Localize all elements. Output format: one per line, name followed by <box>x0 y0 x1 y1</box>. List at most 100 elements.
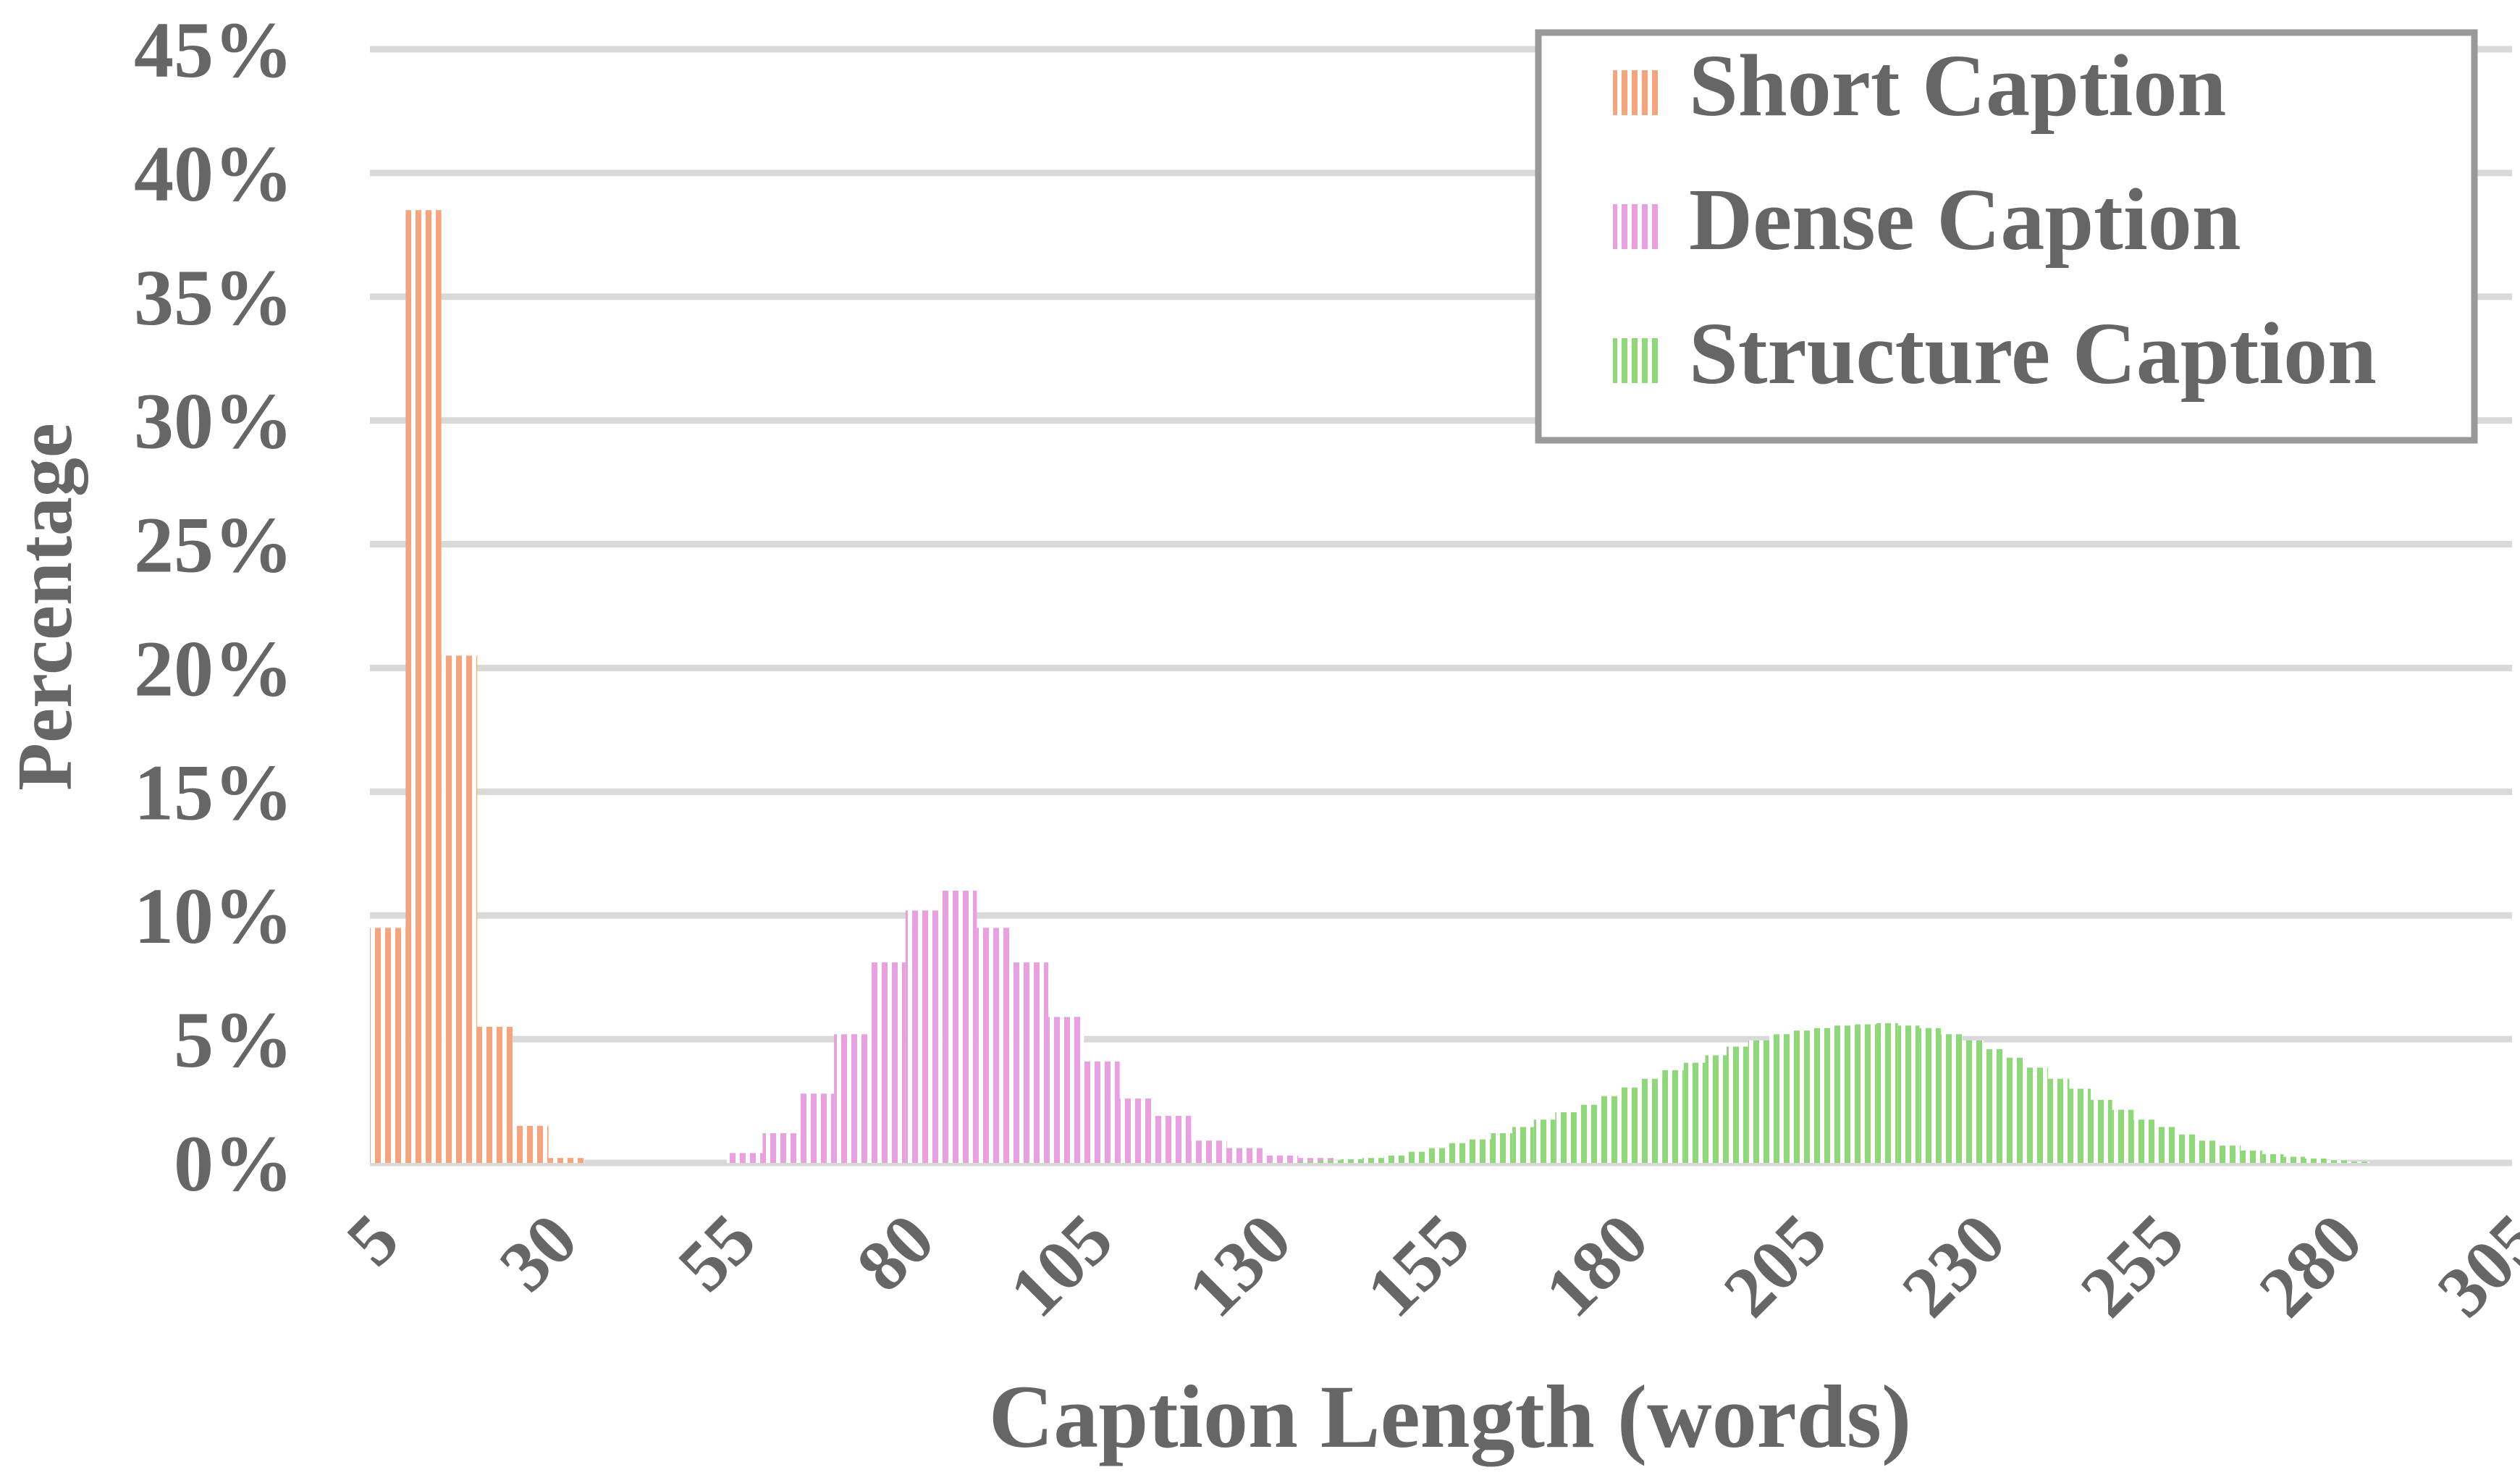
legend-label: Structure Caption <box>1689 305 2377 403</box>
x-tick-label: 255 <box>2065 1198 2199 1332</box>
x-tick-label: 105 <box>994 1198 1128 1332</box>
bar <box>476 1027 513 1163</box>
bar <box>1598 1096 1620 1163</box>
bar <box>548 1158 584 1163</box>
y-tick-label: 35% <box>134 253 293 342</box>
bar <box>1298 1158 1334 1163</box>
bar <box>1705 1055 1727 1163</box>
bar <box>441 655 477 1163</box>
bar <box>2176 1134 2199 1163</box>
y-tick-label: 10% <box>134 872 293 960</box>
bar <box>1362 1158 1384 1163</box>
bar <box>2304 1158 2327 1163</box>
bar <box>1341 1159 1363 1163</box>
y-tick-label: 25% <box>134 501 293 589</box>
bar <box>1576 1104 1598 1163</box>
bar <box>2219 1146 2241 1163</box>
y-axis: 0% 5% 10% 15% 20% 25% 30% 35% 40% 45% <box>134 6 293 1208</box>
bar <box>905 910 942 1163</box>
bar <box>1383 1155 1406 1163</box>
bar <box>405 210 442 1164</box>
bar <box>2133 1119 2155 1163</box>
legend-box <box>1535 29 2478 444</box>
bar <box>1790 1030 1813 1163</box>
bar <box>1155 1116 1192 1163</box>
bar <box>2198 1140 2220 1163</box>
bar <box>834 1034 870 1163</box>
bar <box>1962 1040 1984 1163</box>
bar <box>1319 1160 1341 1163</box>
y-tick-label: 45% <box>134 6 293 94</box>
bar <box>1491 1133 1513 1163</box>
bar <box>2326 1160 2348 1163</box>
bar <box>2154 1127 2177 1163</box>
bar <box>2069 1088 2091 1163</box>
bar <box>798 1093 835 1163</box>
bar <box>2262 1154 2284 1163</box>
bar <box>1769 1034 1791 1163</box>
bar <box>1833 1025 1855 1163</box>
bar <box>2241 1150 2262 1163</box>
bar <box>513 1125 549 1163</box>
y-tick-label: 40% <box>134 130 293 218</box>
bars <box>370 210 2369 1164</box>
x-tick-label: 30 <box>484 1198 592 1306</box>
legend-swatch <box>1613 338 1658 383</box>
y-axis-label: Percentage <box>2 423 88 791</box>
bar <box>941 891 977 1163</box>
bar <box>2283 1156 2305 1163</box>
x-tick-label: 180 <box>1530 1198 1664 1332</box>
x-tick-label: 155 <box>1352 1198 1486 1332</box>
bar <box>1469 1139 1491 1163</box>
x-axis: 5 30 55 80 105 130 155 180 205 230 255 280 305 <box>332 1198 2520 1332</box>
bar <box>1012 962 1049 1163</box>
x-tick-label: 55 <box>663 1198 771 1306</box>
bar <box>1512 1127 1534 1163</box>
bar <box>1262 1155 1299 1163</box>
y-tick-label: 20% <box>134 624 293 713</box>
y-tick-label: 0% <box>174 1119 293 1208</box>
bar <box>370 928 406 1163</box>
bar <box>2005 1057 2027 1163</box>
x-tick-label: 280 <box>2243 1198 2377 1332</box>
bar <box>1448 1143 1470 1163</box>
legend-label: Dense Caption <box>1689 171 2241 269</box>
bar <box>1876 1022 1898 1163</box>
legend-swatch <box>1613 70 1658 115</box>
bar <box>1226 1148 1263 1163</box>
bar <box>2026 1067 2048 1163</box>
bar <box>727 1153 763 1163</box>
y-tick-label: 5% <box>174 996 293 1084</box>
bar <box>1533 1119 1556 1163</box>
bar <box>1555 1112 1577 1163</box>
bar <box>1298 1161 1320 1163</box>
bar <box>1919 1028 1941 1163</box>
bar <box>1662 1070 1684 1163</box>
bar <box>1405 1151 1427 1163</box>
bar <box>2047 1078 2070 1163</box>
x-tick-label: 230 <box>1887 1198 2020 1332</box>
bar <box>1855 1024 1877 1163</box>
legend: Short Caption Dense Caption Structure Capt… <box>1535 29 2478 444</box>
bar <box>1748 1040 1770 1163</box>
y-tick-label: 15% <box>134 748 293 836</box>
bar <box>1426 1148 1449 1163</box>
legend-swatch <box>1613 204 1658 249</box>
x-tick-label: 130 <box>1173 1198 1307 1332</box>
bar <box>1812 1028 1834 1163</box>
bar <box>1940 1034 1963 1163</box>
bar <box>1619 1087 1641 1163</box>
bar <box>1683 1062 1706 1163</box>
y-tick-label: 30% <box>134 377 293 466</box>
bar <box>2091 1099 2112 1163</box>
x-tick-label: 80 <box>841 1198 949 1306</box>
bar <box>2112 1109 2134 1163</box>
bar <box>1048 1017 1084 1163</box>
bar <box>1084 1061 1120 1163</box>
x-tick-label: 5 <box>332 1198 414 1281</box>
bar <box>1191 1140 1227 1163</box>
bar <box>1897 1025 1920 1163</box>
bar <box>1727 1046 1748 1163</box>
x-axis-label: Caption Length (words) <box>989 1367 1912 1467</box>
